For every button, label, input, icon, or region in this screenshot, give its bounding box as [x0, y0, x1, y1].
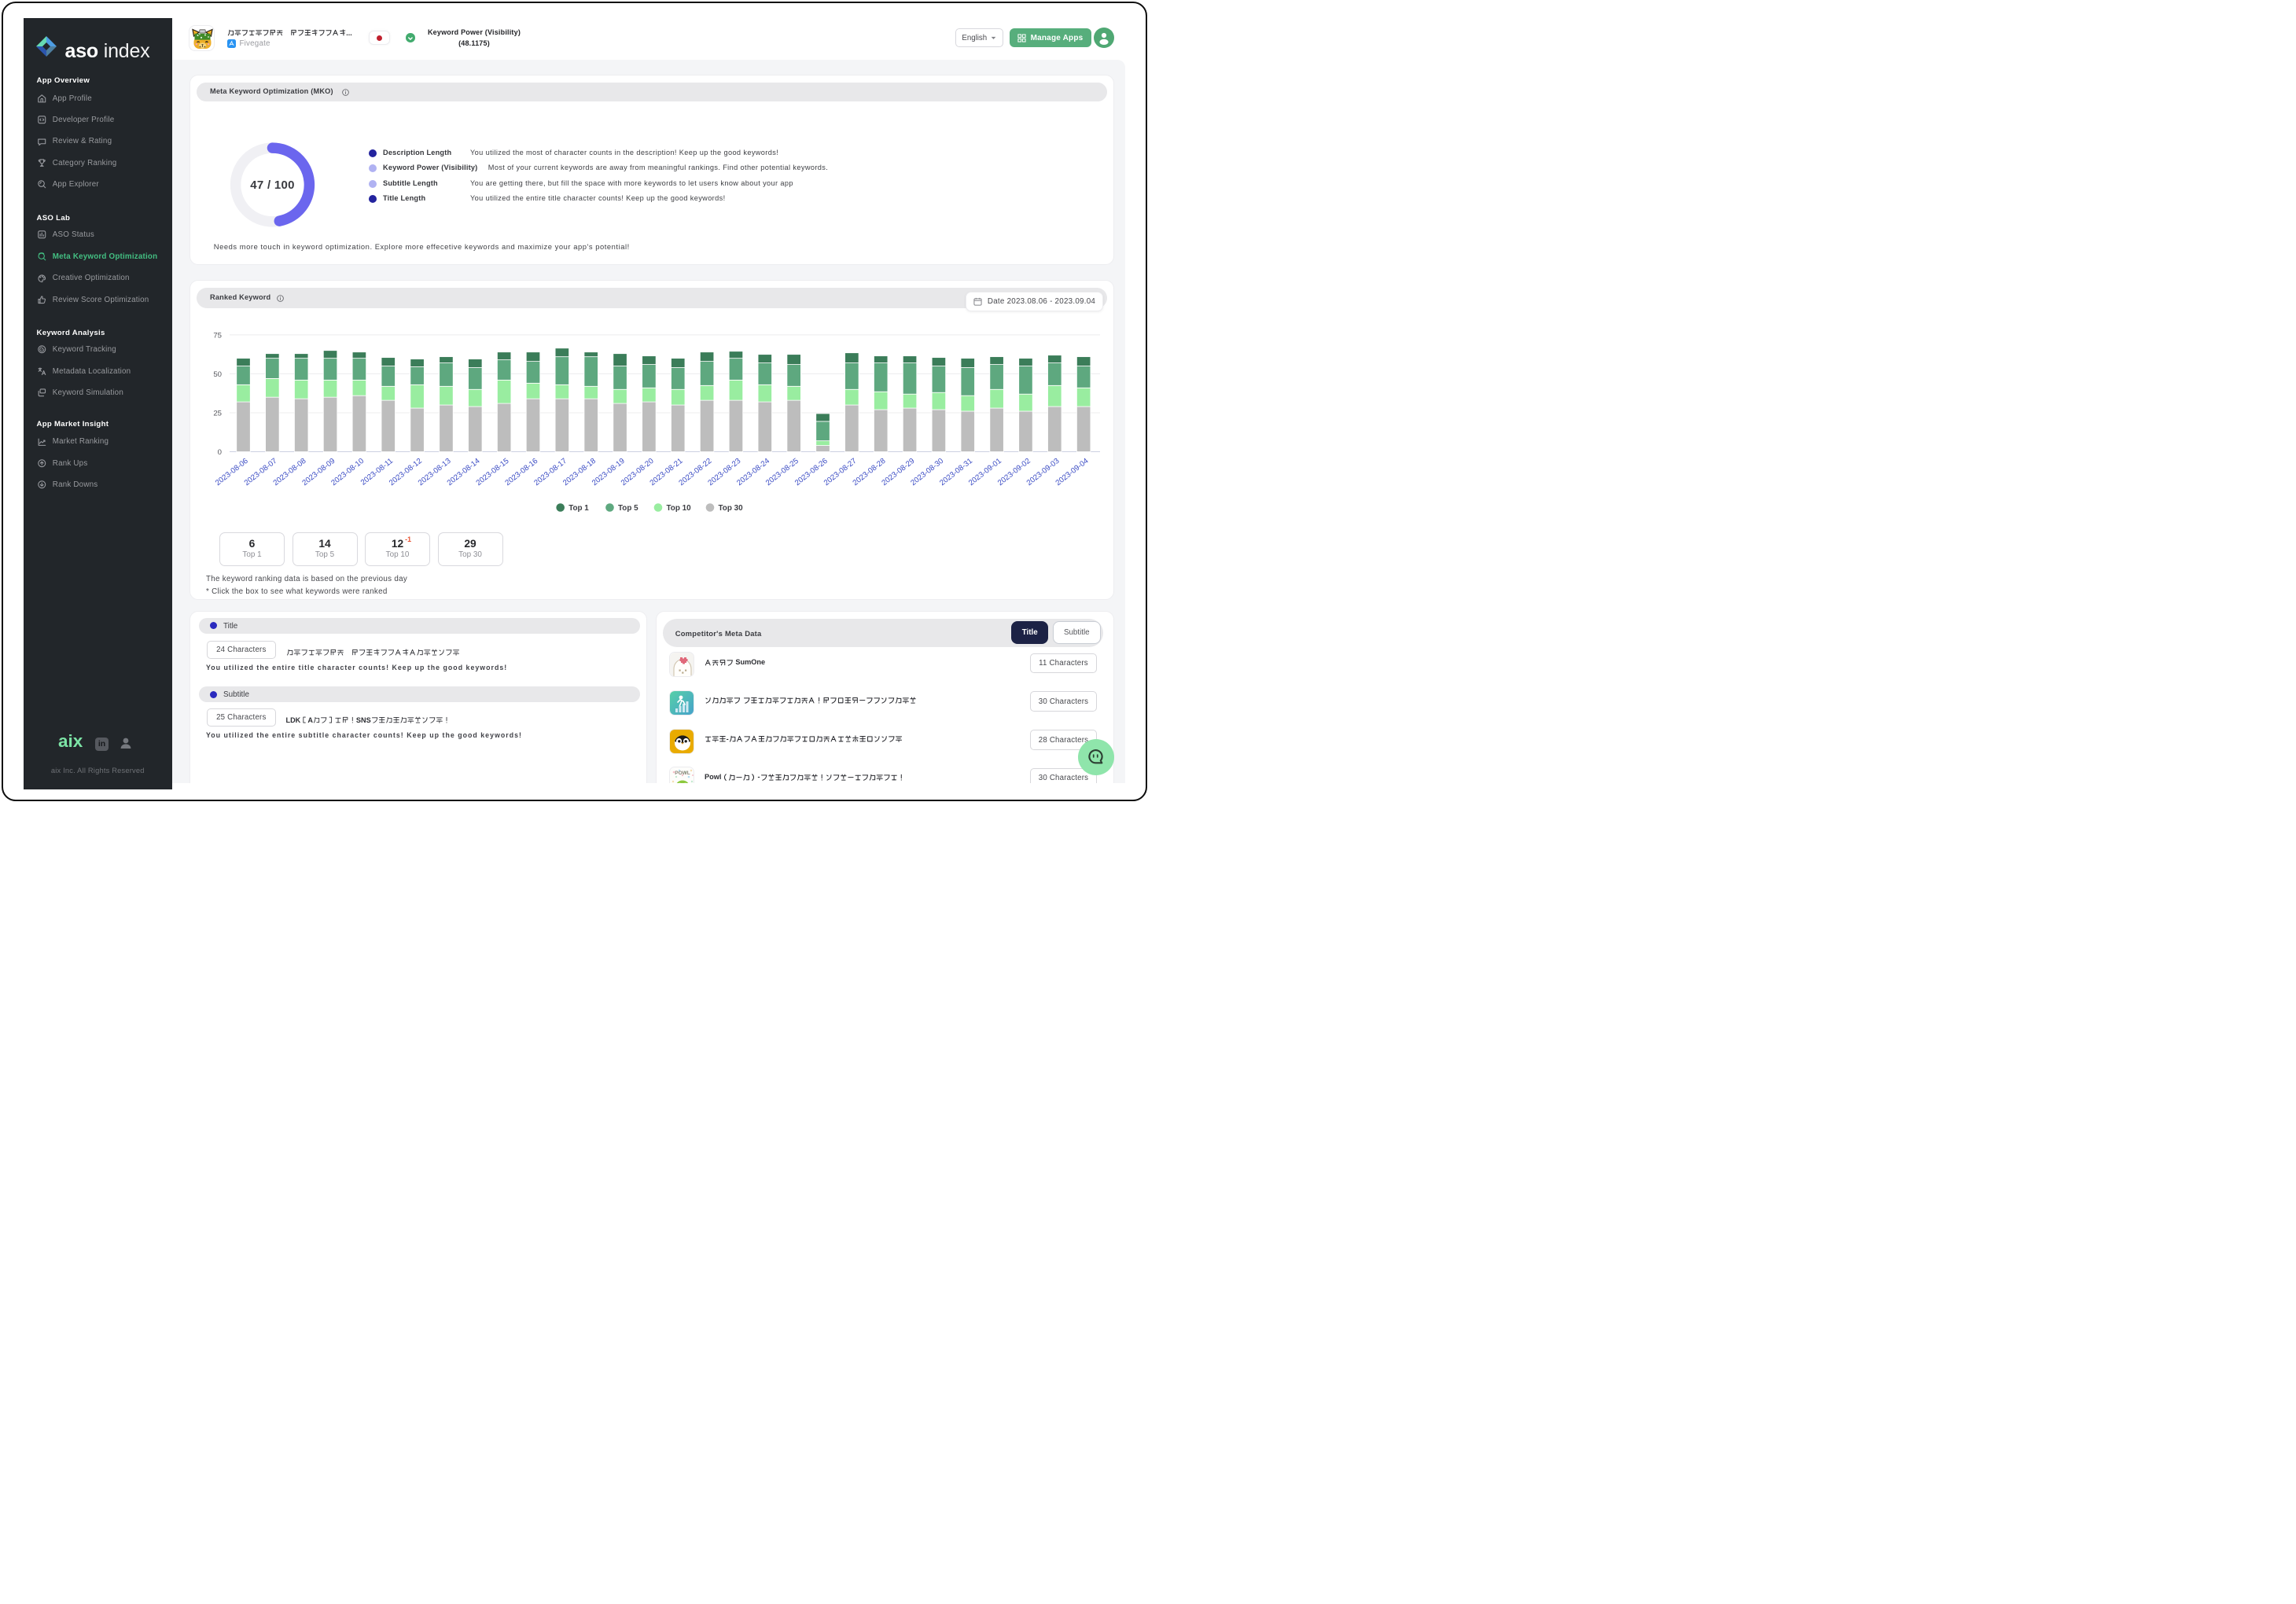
svg-text:2023-09-04: 2023-09-04 [1054, 456, 1091, 487]
svg-text:POWL: POWL [675, 771, 691, 776]
svg-text:0: 0 [218, 447, 222, 456]
svg-text:Top 5: Top 5 [618, 504, 638, 513]
svg-text:25: 25 [213, 409, 222, 418]
svg-text:75: 75 [213, 331, 222, 340]
svg-text:Top 1: Top 1 [568, 504, 589, 513]
svg-text:50: 50 [213, 370, 222, 378]
svg-text:Top 10: Top 10 [667, 504, 692, 513]
svg-text:Top 30: Top 30 [719, 504, 744, 513]
